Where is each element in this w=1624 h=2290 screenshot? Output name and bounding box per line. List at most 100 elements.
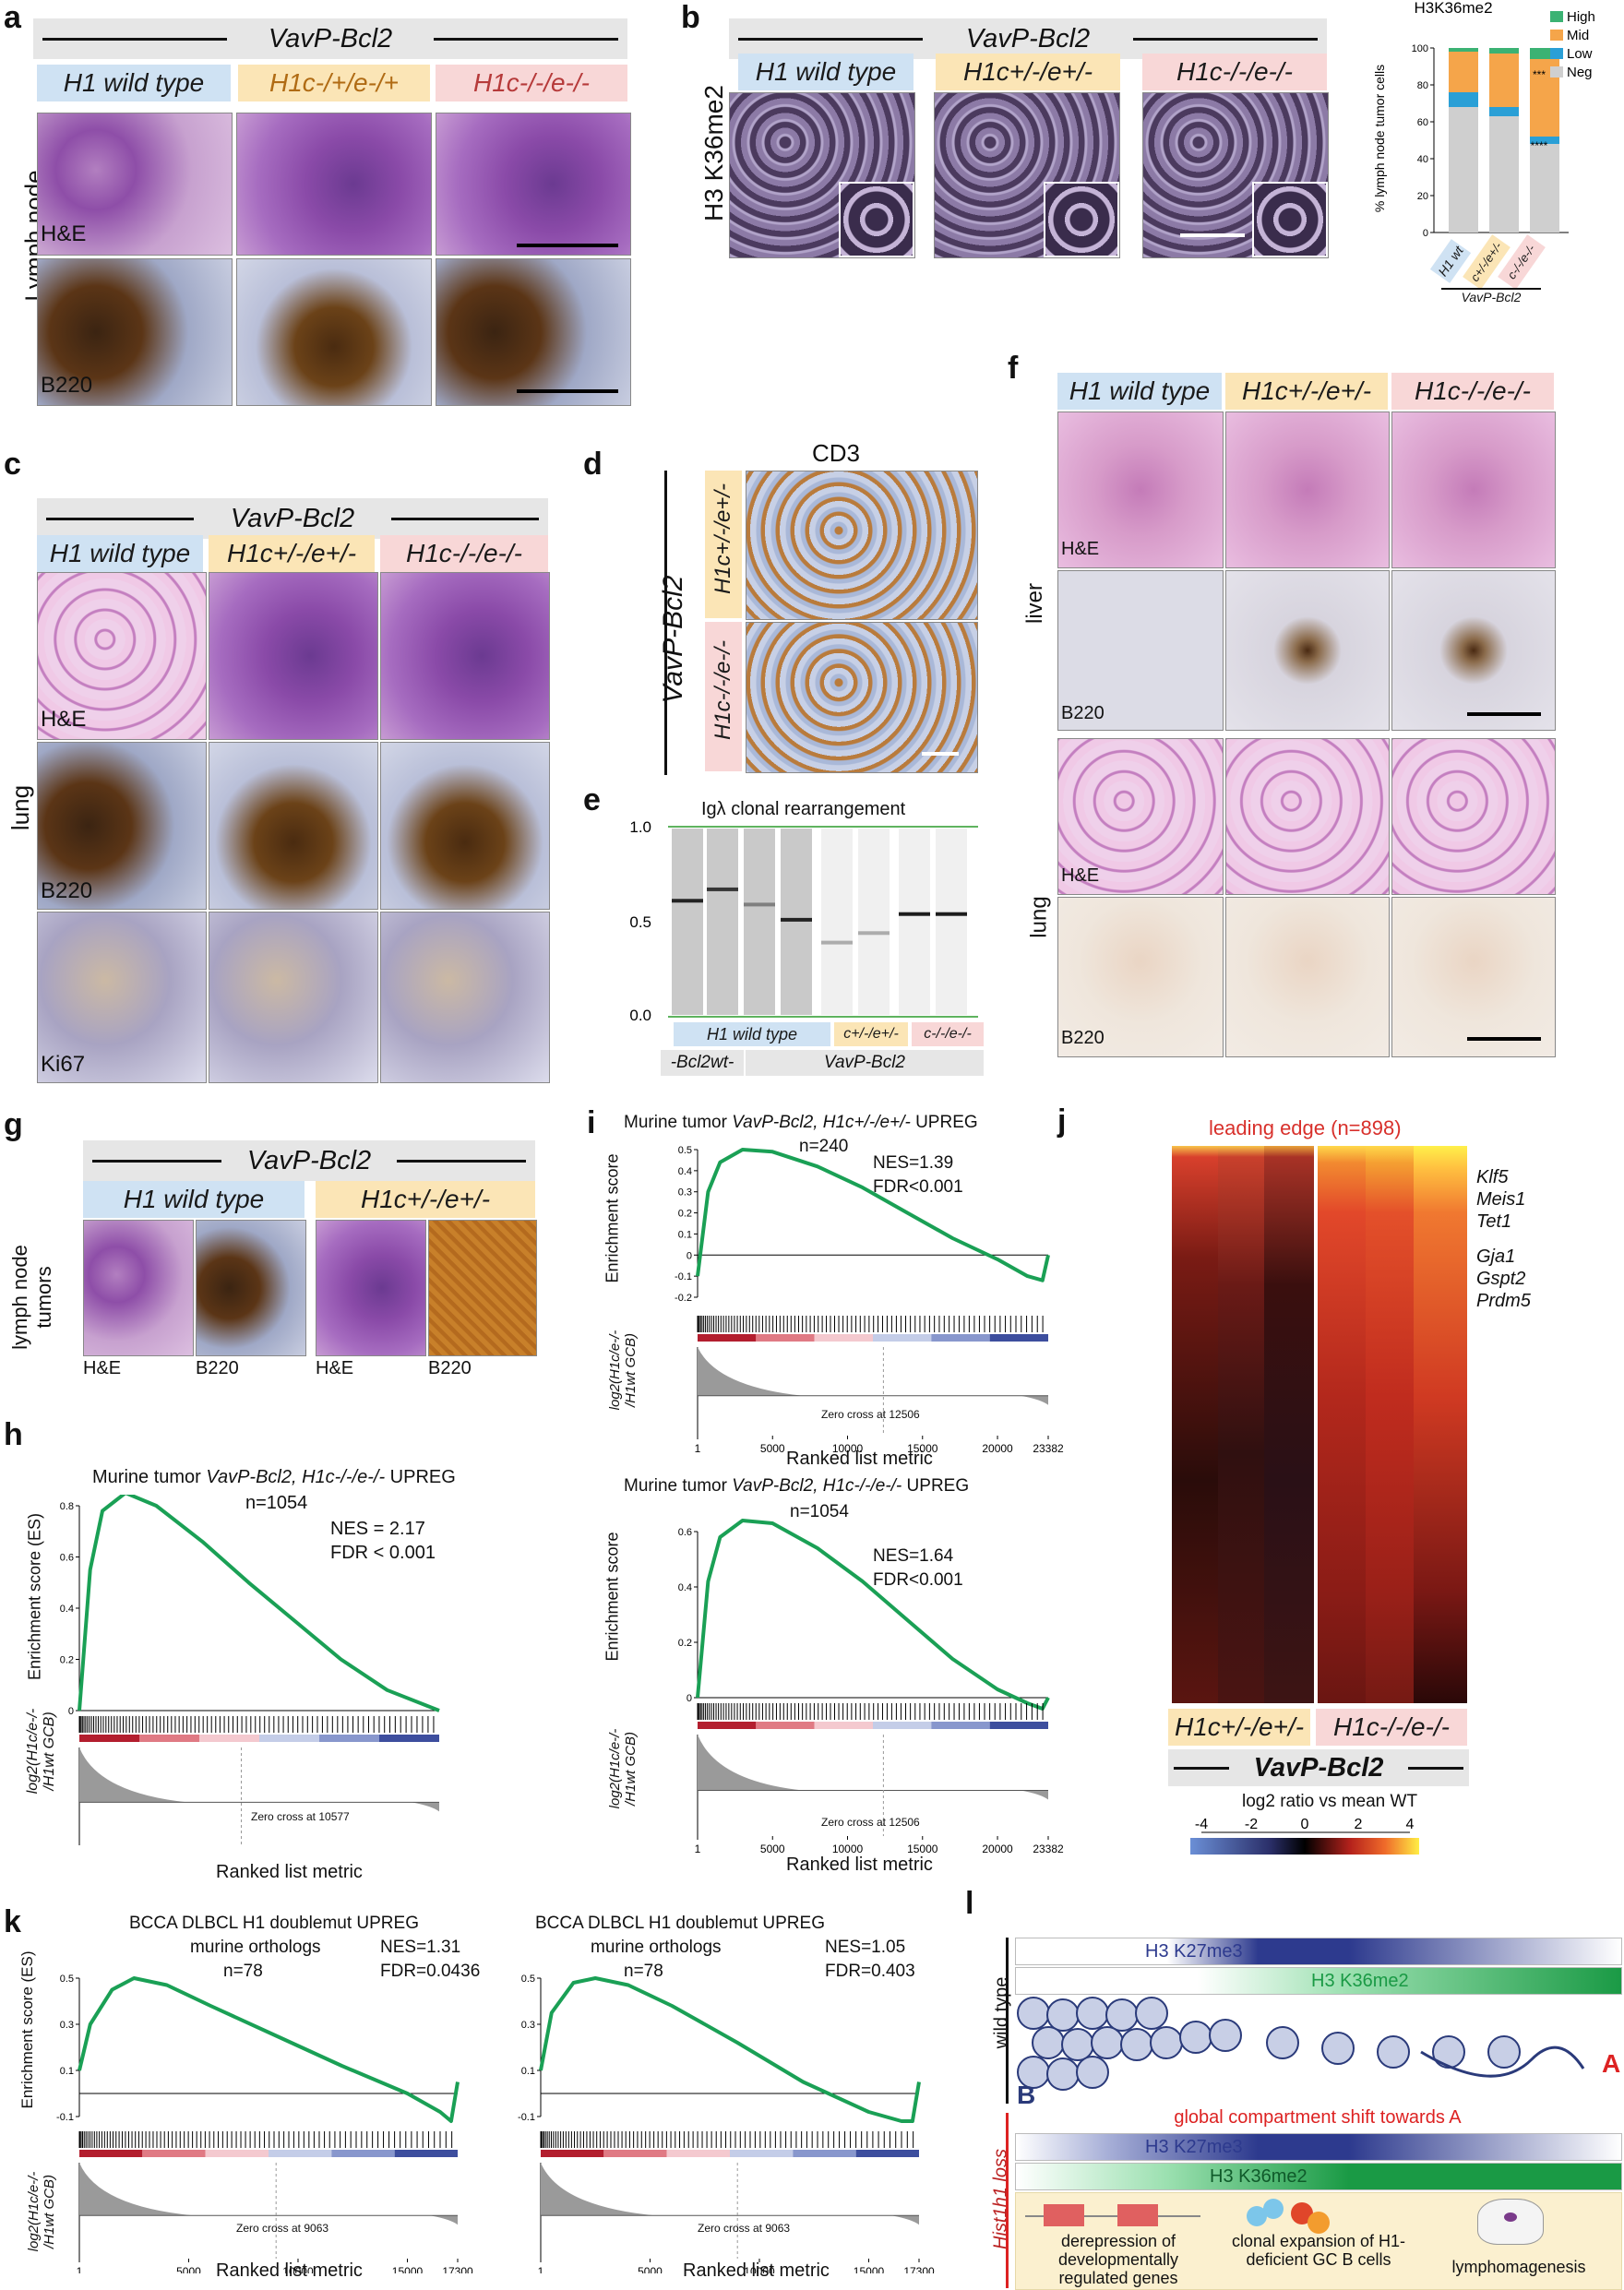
colorbar-tick: 2	[1355, 1817, 1363, 1832]
histology-tile	[1391, 738, 1556, 895]
gel-lane	[936, 829, 967, 1015]
progression-band: derepression of developmentally regulate…	[1015, 2192, 1622, 2290]
histology-tile	[428, 1220, 537, 1356]
legend-label: Low	[1567, 46, 1593, 62]
y-axis-label: % lymph node tumor cells	[1372, 65, 1387, 212]
gsea-plot: 00.20.40.61 5000 10000 15000 20000 23382	[678, 1519, 1064, 1855]
enrichment-curve	[78, 1495, 440, 1712]
mouse-icon	[1477, 2199, 1544, 2245]
group-label: H1c-/-/e-/-	[380, 535, 548, 572]
x-tick-label: 5000	[760, 1843, 785, 1855]
stain-label: H&E	[316, 1358, 354, 1378]
compartment-a-label: A	[1602, 2049, 1620, 2078]
x-tick-label: 20000	[982, 1442, 1013, 1455]
stain-label: B220	[196, 1358, 239, 1378]
bar-segment	[1449, 107, 1478, 233]
y-axis-label: Enrichment score	[603, 1153, 622, 1283]
rank-strip-segment	[666, 2150, 730, 2157]
stain-label: H&E	[41, 221, 87, 246]
bar-segment	[1530, 144, 1559, 233]
histology-tile	[316, 1220, 426, 1356]
nes-value: NES=1.64	[873, 1546, 954, 1566]
y-tick-label: 0	[687, 1693, 692, 1704]
group-label: H1c+/-/e+/-	[209, 535, 375, 572]
histology-tile	[1057, 738, 1224, 895]
chart-title: murine orthologs	[591, 1938, 722, 1957]
x-tick-label: 1	[695, 1843, 701, 1855]
group-label: H1c+/-/e+/-	[710, 483, 735, 595]
rank-strip-segment	[205, 2150, 269, 2157]
y-tick-label: 0.3	[521, 2020, 535, 2031]
chart-title: BCCA DLBCL H1 doublemut UPREG	[129, 1914, 419, 1933]
group-label: H1 wild type	[37, 65, 231, 101]
histology-tile	[380, 912, 550, 1083]
inset-zoom	[1252, 182, 1328, 257]
enrichment-curve	[539, 1976, 921, 2123]
bar-group	[1449, 48, 1559, 233]
rank-strip-segment	[698, 1334, 757, 1342]
genotype-banner: VavP-Bcl2	[37, 498, 548, 539]
gel-lane	[899, 829, 930, 1015]
rank-strip-segment	[379, 1735, 439, 1742]
rank-strip-segment	[873, 1334, 932, 1342]
significance-stars: ***	[1533, 68, 1546, 81]
panel-title: CD3	[812, 439, 861, 467]
histology-tile	[380, 572, 550, 740]
y-tick-label: 0.5	[60, 1974, 74, 1985]
group-label: H1 wild type	[1057, 373, 1222, 410]
colorbar: -4 -2 0 2 4	[1190, 1817, 1419, 1855]
group-label-box: H1c-/-/e-/-	[705, 622, 742, 771]
gene-list: Klf5 Meis1 Tet1 Gja1 Gspt2 Prdm5	[1476, 1167, 1531, 1311]
legend-swatch	[1550, 48, 1563, 59]
legend-swatch	[1550, 11, 1563, 22]
chart-title: Murine tumor VavP-Bcl2, H1c+/-/e+/- UPRE…	[624, 1113, 978, 1132]
panel-letter-e: e	[583, 782, 601, 817]
y-tick-label: -0.1	[675, 1271, 692, 1282]
gel-lane	[821, 829, 853, 1015]
y-tick: 1.0	[629, 821, 651, 836]
rank-strip-segment	[756, 1722, 815, 1729]
colorbar-tick: 0	[1301, 1817, 1309, 1832]
panel-letter-d: d	[583, 447, 603, 482]
bar-segment	[1489, 116, 1519, 233]
histology-tile	[1057, 570, 1224, 731]
y-axis-label: Enrichment score (ES)	[25, 1512, 44, 1681]
scale-bar	[1467, 712, 1541, 716]
group-label: H1c-/-/e-/-	[1391, 373, 1554, 410]
rank-strip-segment	[698, 1722, 757, 1729]
enrichment-curve	[696, 1148, 1050, 1282]
y-tick-label: 40	[1417, 154, 1428, 165]
group-label: H1c-/-/e-/-	[1316, 1709, 1467, 1746]
gel-lane	[744, 829, 775, 1015]
gene-count: n=240	[799, 1137, 849, 1156]
histology-tile	[1391, 897, 1556, 1057]
x-tick-label: 15000	[907, 1442, 938, 1455]
colorbar-tick: -2	[1245, 1817, 1258, 1832]
gel-band	[858, 931, 890, 936]
ihc-tile	[1142, 92, 1329, 258]
zero-cross-label: Zero cross at 12506	[821, 1816, 920, 1829]
group-label: H1c-/-/e-/-	[436, 65, 627, 101]
gene-count: n=1054	[790, 1502, 849, 1521]
histology-tile	[1391, 570, 1556, 731]
colorbar-tick: -4	[1195, 1817, 1208, 1832]
compartment-shift-label: global compartment shift towards A	[1174, 2107, 1462, 2128]
y-tick-label: 20	[1417, 191, 1428, 202]
ihc-tile	[934, 92, 1120, 258]
histology-tile	[37, 742, 207, 910]
row-label: lung	[6, 784, 35, 831]
y-tick-label: 0.6	[678, 1527, 692, 1538]
panel-letter-h: h	[4, 1417, 23, 1452]
gsea-plot: -0.10.10.30.51 5000 10000 15000 17300	[56, 1974, 473, 2273]
histology-tile	[1225, 738, 1390, 895]
histology-tile	[380, 742, 550, 910]
y-tick: 0.5	[629, 913, 651, 931]
y-tick-label: -0.1	[518, 2112, 535, 2123]
rank-strip-segment	[756, 1334, 815, 1342]
stain-label: H&E	[83, 1358, 122, 1378]
colorbar-tick: 4	[1406, 1817, 1415, 1832]
x-tick-label: 15000	[907, 1843, 938, 1855]
y-tick-label: 0.4	[678, 1582, 692, 1593]
x-tick-label: 5000	[760, 1442, 785, 1455]
y-tick-label: -0.2	[675, 1293, 692, 1304]
